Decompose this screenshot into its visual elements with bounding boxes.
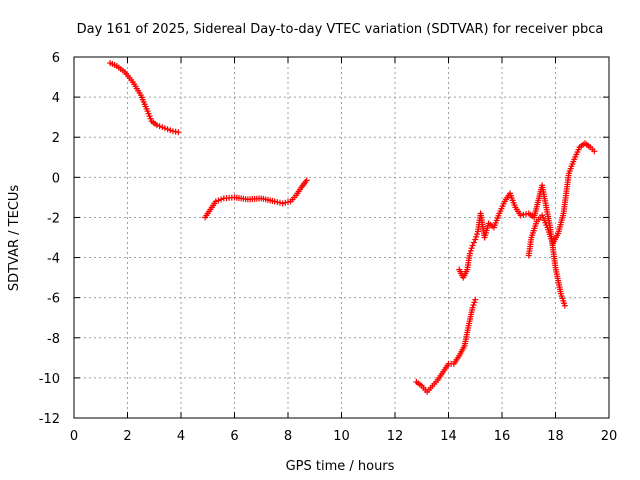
segment-1 [107,60,182,136]
data-point-interp [471,299,478,306]
data-point-interp [282,199,289,206]
x-tick-label: 14 [440,429,457,444]
data-point-interp [274,199,281,206]
data-point-interp [474,231,481,238]
x-tick-label: 8 [284,429,292,444]
chart-title: Day 161 of 2025, Sidereal Day-to-day VTE… [77,22,604,37]
x-tick-label: 18 [547,429,564,444]
x-tick-label: 0 [70,429,78,444]
x-tick-label: 12 [387,429,404,444]
data-point-interp [470,302,477,309]
y-tick-label: -2 [47,211,60,226]
y-tick-label: -10 [39,372,60,387]
x-tick-label: 2 [123,429,131,444]
y-tick-label: 4 [52,91,60,106]
data-point [561,302,568,309]
data-point [591,148,598,155]
data-point-interp [167,127,174,134]
data-point [175,129,182,136]
data-point-interp [470,239,477,246]
data-point [472,296,479,303]
data-point [472,236,479,243]
data-point [517,212,524,219]
y-tick-label: -8 [47,332,60,347]
y-tick-label: 0 [52,171,60,186]
data-point [303,177,310,184]
grid-lines [74,57,609,418]
data-point-interp [467,247,474,254]
data-point-interp [215,197,222,204]
segment-2 [202,177,310,221]
x-tick-label: 20 [601,429,618,444]
data-point-interp [218,196,225,203]
data-point [271,198,278,205]
segment-5 [525,140,598,259]
x-tick-label: 16 [494,429,511,444]
data-point-interp [523,211,530,218]
data-point [153,122,160,129]
data-point [279,200,286,207]
x-tick-label: 6 [230,429,238,444]
data-point-interp [159,124,166,131]
segment-3 [413,296,479,395]
y-tick-label: -6 [47,292,60,307]
segment-4 [456,182,568,309]
y-axis-label: SDTVAR / TECUs [7,185,22,292]
data-point [161,125,168,132]
y-tick-label: 6 [52,51,60,66]
y-tick-label: -12 [39,412,60,427]
data-point-interp [156,123,163,130]
data-point-interp [285,199,291,206]
data-point-interp [276,199,283,206]
data-point-interp [164,126,171,133]
data-point-interp [468,245,475,252]
x-tick-label: 10 [333,429,350,444]
x-tick-label: 4 [177,429,185,444]
x-axis-label: GPS time / hours [286,459,395,474]
data-point [212,198,219,205]
data-point [466,250,473,257]
data-point-interp [473,233,480,240]
y-tick-label: -4 [47,252,60,267]
data-points [107,60,598,395]
y-tick-label: 2 [52,131,60,146]
data-point [469,242,476,249]
axis-ticks: 0 2 4 6 8 10 12 14 16 18 20 -12 -10 -8 -6 -4 -2 0 2 4 6 [39,51,618,444]
data-point [469,304,476,311]
data-point-interp [520,211,527,218]
